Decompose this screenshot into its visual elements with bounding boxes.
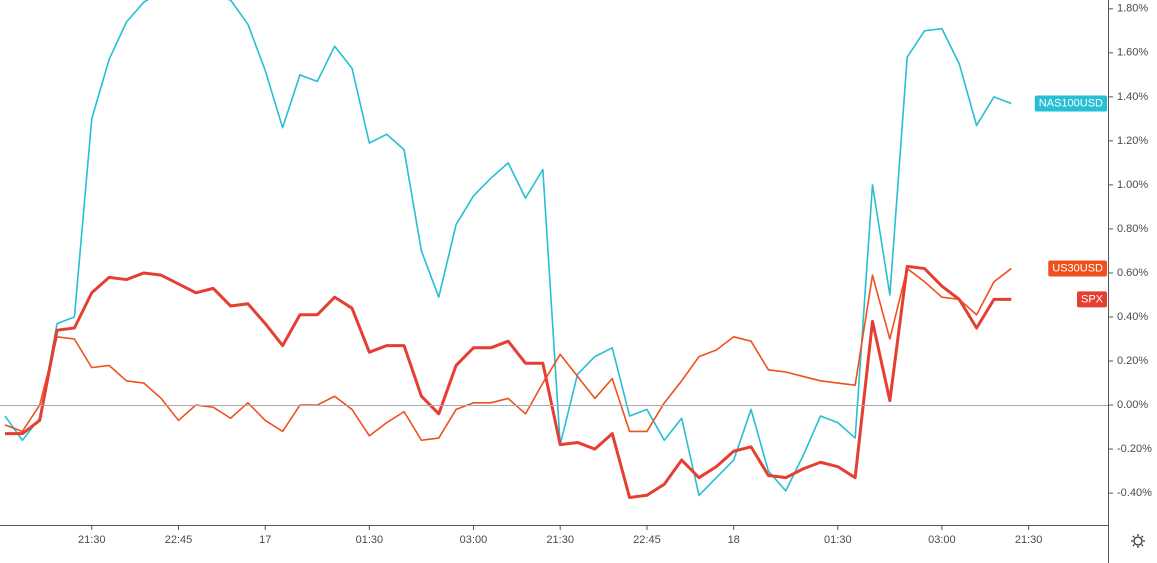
legend-tag: SPX [1076, 291, 1107, 308]
x-tick-label: 21:30 [546, 534, 574, 546]
y-tick-label: -0.40% [1117, 487, 1152, 499]
x-tick-label: 21:30 [78, 534, 106, 546]
plot-area [4, 0, 1012, 499]
series-line [4, 267, 1012, 442]
legend-label: NAS100USD [1039, 97, 1103, 109]
x-tick-label: 01:30 [824, 534, 852, 546]
legend-tag-bg [1076, 291, 1107, 308]
legend-tag: NAS100USD [1034, 95, 1107, 112]
legend-tag: US30USD [1048, 260, 1107, 277]
series-line [4, 0, 1012, 497]
y-tick-label: 0.40% [1117, 311, 1148, 323]
series-line [5, 264, 1012, 499]
legend-label: SPX [1081, 293, 1104, 305]
y-tick-label: 1.20% [1117, 135, 1148, 147]
y-tick-label: 0.20% [1117, 355, 1148, 367]
legend-tag-bg [1034, 95, 1107, 112]
x-tick-label: 22:45 [633, 534, 661, 546]
legend-label: US30USD [1052, 262, 1103, 274]
y-tick-label: -0.20% [1117, 443, 1152, 455]
y-tick-label: 0.80% [1117, 223, 1148, 235]
settings-icon[interactable] [1131, 534, 1145, 548]
x-tick-label: 03:00 [460, 534, 488, 546]
x-tick-label: 21:30 [1015, 534, 1043, 546]
y-tick-label: 0.60% [1117, 267, 1148, 279]
x-tick-label: 17 [259, 534, 271, 546]
x-tick-label: 22:45 [165, 534, 193, 546]
y-tick-label: 0.00% [1117, 399, 1148, 411]
y-tick-label: 1.60% [1117, 47, 1148, 59]
x-tick-label: 01:30 [356, 534, 384, 546]
y-tick-label: 1.00% [1117, 179, 1148, 191]
legend-tag-bg [1048, 260, 1107, 277]
y-tick-label: 1.40% [1117, 91, 1148, 103]
x-tick-label: 18 [728, 534, 740, 546]
x-tick-label: 03:00 [928, 534, 956, 546]
y-tick-label: 1.80% [1117, 3, 1148, 15]
